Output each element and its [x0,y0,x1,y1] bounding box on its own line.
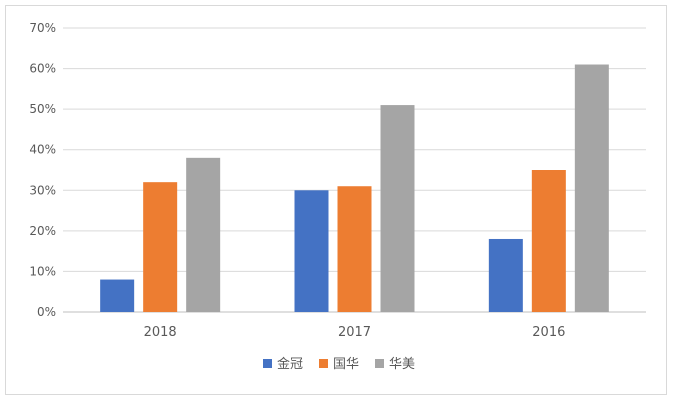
y-axis-tick-labels: 0% 10% 20% 30% 40% 50% 60% 70% [29,21,56,319]
x-category-label: 2016 [532,325,565,340]
bar-金冠-2018 [100,279,135,312]
y-tick-label: 0% [37,305,56,319]
x-category-label: 2017 [338,325,371,340]
legend: 金冠 国华 华美 [263,356,415,372]
chart-frame: 0% 10% 20% 30% 40% 50% 60% 70% 2018 2017 2016 金冠 国… [5,5,667,395]
legend-swatch [263,359,272,368]
bar-国华-2016 [531,170,566,312]
y-tick-label: 20% [29,224,56,238]
y-tick-label: 60% [29,62,56,76]
x-category-label: 2018 [144,325,177,340]
legend-label: 华美 [389,357,415,372]
legend-label: 国华 [333,357,359,372]
legend-swatch [375,359,384,368]
y-tick-label: 50% [29,102,56,116]
legend-label: 金冠 [277,356,303,372]
bar-华美-2018 [186,157,221,312]
bars [100,64,609,312]
bar-华美-2017 [380,105,415,312]
bar-国华-2018 [143,182,178,312]
x-axis-category-labels: 2018 2017 2016 [144,325,566,340]
bar-金冠-2017 [294,190,329,312]
y-tick-label: 10% [29,264,56,278]
bar-chart: 0% 10% 20% 30% 40% 50% 60% 70% 2018 2017 2016 金冠 国… [29,21,646,372]
y-tick-label: 40% [29,143,56,157]
bar-华美-2016 [574,64,609,312]
y-tick-label: 70% [29,21,56,35]
legend-swatch [319,359,328,368]
y-tick-label: 30% [29,183,56,197]
bar-国华-2017 [337,186,372,312]
bar-金冠-2016 [488,238,523,312]
